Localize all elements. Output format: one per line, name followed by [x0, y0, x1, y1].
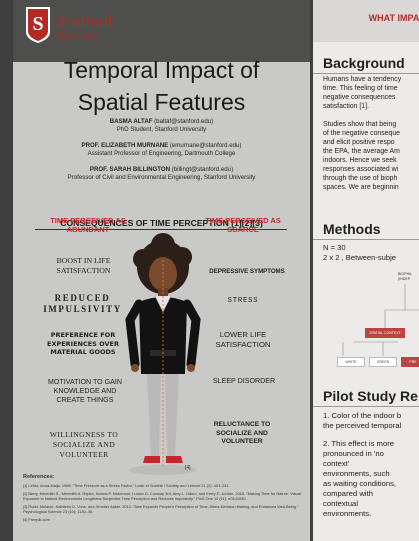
diagram-option-pre: PRE	[401, 357, 419, 367]
diagram-label: BIOPHIL (INDEP	[398, 272, 412, 281]
effect-motivation-knowledge: MOTIVATION TO GAIN KNOWLEDGE AND CREATE …	[48, 378, 122, 404]
background-heading: Background	[323, 55, 405, 71]
text-line: spaces. We are beginnin	[323, 184, 399, 191]
poster-left-panel: S Stanford University Temporal Impact of…	[13, 0, 310, 541]
right-panel-header: WHAT IMPACT SU	[313, 0, 419, 42]
university-sub: University	[57, 31, 98, 41]
author-3: PROF. SARAH BILLINGTON (billingt@stanfor…	[13, 166, 310, 181]
text-line: contextual	[323, 499, 359, 508]
header-band: S Stanford University	[13, 0, 310, 62]
diagram-option-white: WHITE	[337, 357, 365, 367]
text-line: environments, such	[323, 469, 390, 478]
reference-item: [2] Berry, Meredith S., Meredith A. Repk…	[23, 491, 301, 501]
spacer	[323, 431, 401, 439]
heading-time-abundant: TIME PERCEIVED AS ABUNDANT	[50, 216, 126, 234]
reference-item: [4] Freepik.com	[23, 517, 50, 522]
effect-sleep-disorder: SLEEP DISORDER	[212, 377, 276, 385]
university-logotype: Stanford University	[57, 14, 112, 41]
title-line-1: Temporal Impact of	[63, 57, 260, 83]
text-line: N = 30	[323, 243, 346, 252]
text-line: the perceived temporal	[323, 421, 402, 430]
author-3-name: PROF. SARAH BILLINGTON	[89, 166, 170, 173]
reference-item: [3] Rudd, Melanie, Kathleen D. Vohs, and…	[23, 504, 299, 514]
text-line: time. This feeling of time	[323, 85, 398, 92]
text-line: context'	[323, 459, 350, 468]
right-title-line-2: SU	[400, 24, 419, 36]
text-line: Humans have a tendency	[323, 76, 402, 83]
divider	[35, 229, 287, 230]
author-1-name: BASMA ALTAF	[109, 118, 153, 125]
references: References: [1] Lehto, Anna-Maija. 1998.…	[23, 474, 308, 525]
diagram-label-2: (INDEP	[398, 276, 411, 281]
background-text: Humans have a tendency time. This feelin…	[323, 75, 401, 192]
methods-text: N = 30 2 x 2 , Between-subje	[323, 243, 396, 263]
author-3-role: Professor of Civil and Environmental Eng…	[67, 173, 256, 181]
text-line: compared with	[323, 489, 373, 498]
text-line: pronounced in 'no	[323, 449, 384, 458]
title-line-2: Spatial Features	[77, 89, 246, 115]
author-1-email: (baltaf@stanford.edu)	[154, 118, 214, 125]
right-panel-title: WHAT IMPACT SU	[340, 12, 419, 36]
diagram-option-green: GREEN	[369, 357, 397, 367]
reference-item: [1] Lehto, Anna-Maija. 1998. "Time Press…	[23, 483, 230, 488]
author-2-role: Assistant Professor of Engineering, Dart…	[87, 149, 236, 157]
text-line: 2 x 2 , Between-subje	[323, 253, 397, 262]
author-3-email: (billingt@stanford.edu)	[171, 166, 234, 173]
text-line: and elicit positive respo	[323, 139, 395, 146]
text-line: Studies show that being	[323, 121, 397, 128]
effect-stress: STRESS	[227, 297, 259, 305]
author-1-role: PhD Student, Stanford University	[116, 125, 207, 133]
right-title-line-1: WHAT IMPACT	[368, 13, 419, 23]
stanford-shield-icon: S	[26, 7, 50, 43]
text-line: 1. Color of the indoor b	[323, 411, 402, 420]
references-heading: References:	[23, 474, 55, 480]
text-line: the EPA, the average Am	[323, 148, 400, 155]
effect-lower-life-satisfaction: LOWER LIFE SATISFACTION	[215, 330, 271, 349]
heading-time-scarce: TIME PERCEIVED AS SCARCE	[205, 216, 281, 234]
woman-figure-icon	[125, 233, 201, 475]
diagram-label-1: BIOPHIL	[398, 272, 413, 276]
consequences-title: CONSEQUENCES OF TIME PERCEPTION [1][2][3…	[60, 218, 263, 228]
text-line: through the use of bioph	[323, 175, 398, 182]
diagram-box-spatial-context: SPATIAL CONTEXT	[365, 328, 405, 338]
text-line: satisfaction [1].	[323, 103, 369, 110]
text-line: as waiting conditions,	[323, 479, 397, 488]
logo-letter: S	[32, 13, 43, 35]
text-line: 2. This effect is more	[323, 439, 395, 448]
text-line: of the negative conseque	[323, 130, 401, 137]
author-2-name: PROF. ELIZABETH MURNANE	[81, 142, 169, 149]
text-line: responses associated wi	[323, 166, 399, 173]
divider	[313, 73, 419, 74]
diagram-connectors	[342, 284, 419, 356]
figure-reference: [4]	[185, 465, 191, 471]
author-2: PROF. ELIZABETH MURNANE (emurnane@stanfo…	[13, 142, 310, 157]
text-line: environments.	[323, 509, 372, 518]
pilot-study-heading: Pilot Study Re	[323, 388, 418, 404]
methods-heading: Methods	[323, 221, 381, 237]
poster-title: Temporal Impact of Spatial Features	[13, 54, 310, 118]
divider	[313, 406, 419, 407]
author-2-email: (emurnane@stanford.edu)	[169, 142, 242, 149]
effect-willingness-socialize: WILLINGNESS TO SOCIALIZE AND VOLUNTEER	[49, 430, 119, 459]
spacer	[323, 111, 401, 120]
text-line: negative consequences	[323, 94, 396, 101]
effect-reduced-impulsivity: REDUCED IMPULSIVITY	[43, 293, 122, 314]
effect-depressive-symptoms: DEPRESSIVE SYMPTOMS	[209, 268, 285, 275]
author-1: BASMA ALTAF (baltaf@stanford.edu) PhD St…	[13, 118, 310, 133]
pilot-study-text: 1. Color of the indoor b the perceived t…	[323, 411, 401, 519]
effect-preference-experiences: PREFERENCE FOR EXPERIENCES OVER MATERIAL…	[47, 331, 119, 356]
text-line: indoors. Hence we seek	[323, 157, 397, 164]
divider	[313, 239, 419, 240]
university-name: Stanford	[57, 13, 113, 30]
poster-right-panel: WHAT IMPACT SU Background Humans have a …	[313, 0, 419, 541]
effect-reluctance-socialize: RELUCTANCE TO SOCIALIZE AND VOLUNTEER	[213, 421, 271, 445]
effect-life-satisfaction: BOOST IN LIFE SATISFACTION	[56, 256, 111, 275]
